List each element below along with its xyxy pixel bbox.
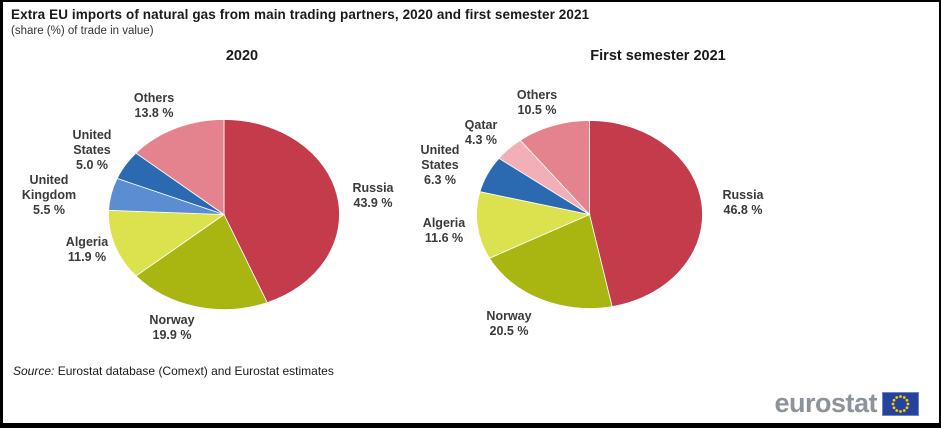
slice-label-name: Norway bbox=[149, 313, 195, 327]
pie-2021-heading: First semester 2021 bbox=[590, 48, 726, 64]
slice-label-value: 19.9 % bbox=[152, 328, 192, 342]
pie-slice-others bbox=[519, 120, 590, 216]
eurostat-logo-text: eurostat bbox=[774, 388, 877, 418]
pie-slice-norway bbox=[135, 213, 268, 310]
pie-slice-label: Algeria 11.6 % bbox=[423, 216, 465, 246]
source-note: Source: Eurostat database (Comext) and E… bbox=[13, 364, 334, 378]
pie-slice-label: Qatar 4.3 % bbox=[465, 118, 498, 148]
pie-slice-label: United States 5.0 % bbox=[60, 128, 124, 173]
slice-label-name: Others bbox=[516, 88, 558, 102]
pie-slice-label: Russia 46.8 % bbox=[723, 188, 764, 218]
pie-chart-2021 bbox=[476, 120, 703, 309]
source-text: Eurostat database (Comext) and Eurostat … bbox=[57, 364, 334, 378]
slice-label-name: Russia bbox=[722, 188, 764, 202]
chart-subtitle: (share (%) of trade in value) bbox=[11, 25, 154, 37]
pie-slice-norway bbox=[488, 213, 613, 309]
slice-label-name: Others bbox=[133, 91, 175, 105]
slice-label-name: Algeria bbox=[422, 216, 466, 230]
pie-slice-algeria bbox=[108, 209, 226, 277]
pie-slice-russia bbox=[589, 120, 703, 308]
page-title: Extra EU imports of natural gas from mai… bbox=[11, 7, 590, 22]
pie-slice-label: Norway 19.9 % bbox=[149, 313, 194, 343]
slice-label-value: 5.0 % bbox=[76, 158, 108, 172]
pie-slice-others bbox=[135, 119, 225, 216]
slice-label-value: 11.6 % bbox=[424, 231, 464, 245]
slice-label-name: Qatar bbox=[464, 118, 498, 132]
pie-slice-label: Others 13.8 % bbox=[134, 91, 174, 121]
slice-label-name: Norway bbox=[486, 309, 532, 323]
pie-slice-label: Others 10.5 % bbox=[517, 88, 557, 118]
slice-label-name: United States bbox=[72, 128, 112, 157]
slice-label-value: 43.9 % bbox=[353, 196, 393, 210]
slice-label-value: 4.3 % bbox=[465, 133, 497, 147]
eu-flag-icon bbox=[882, 391, 919, 416]
slice-label-name: United States bbox=[420, 143, 460, 172]
eurostat-logo: eurostat bbox=[774, 390, 919, 417]
slice-label-name: Algeria bbox=[65, 235, 109, 249]
pie-slice-label: Russia 43.9 % bbox=[353, 181, 394, 211]
slice-label-value: 5.5 % bbox=[33, 203, 65, 217]
slice-label-name: United Kingdom bbox=[21, 173, 77, 202]
pie-2020-heading: 2020 bbox=[225, 48, 259, 64]
slice-label-value: 6.3 % bbox=[424, 173, 456, 187]
pie-slice-label: Algeria 11.9 % bbox=[66, 235, 108, 265]
source-label: Source: bbox=[13, 364, 55, 378]
slice-label-value: 10.5 % bbox=[517, 103, 557, 117]
slice-label-value: 11.9 % bbox=[67, 250, 107, 264]
pie-slice-label: Norway 20.5 % bbox=[486, 309, 531, 339]
pie-chart-2020 bbox=[108, 119, 340, 310]
pie-slice-russia bbox=[223, 119, 340, 304]
slice-label-value: 46.8 % bbox=[723, 203, 763, 217]
pie-slice-algeria bbox=[476, 191, 591, 259]
pie-slice-label: United Kingdom 5.5 % bbox=[17, 173, 81, 218]
slice-label-value: 20.5 % bbox=[489, 324, 529, 338]
slice-label-name: Russia bbox=[352, 181, 394, 195]
slice-label-value: 13.8 % bbox=[134, 106, 174, 120]
pie-slice-label: United States 6.3 % bbox=[408, 143, 472, 188]
